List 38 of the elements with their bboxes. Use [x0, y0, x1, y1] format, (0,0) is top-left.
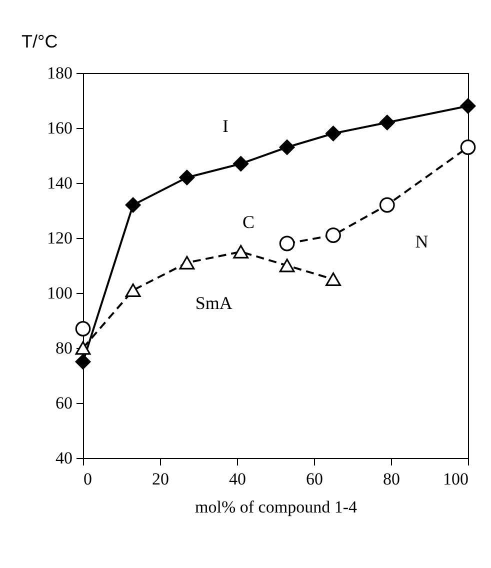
annotation: SmA	[195, 293, 232, 313]
point	[179, 170, 195, 186]
point	[379, 197, 395, 213]
point	[379, 114, 395, 130]
y-tick-label: 140	[47, 174, 72, 192]
point	[179, 256, 195, 270]
x-tick-label: 100	[443, 470, 468, 488]
point	[326, 272, 341, 286]
point	[279, 140, 295, 155]
y-tick-label: 40	[56, 448, 72, 468]
y-tick-label: 120	[47, 228, 72, 248]
x-tick-label: 60	[306, 470, 323, 488]
annotation: C	[242, 212, 255, 232]
point	[125, 283, 141, 298]
point	[279, 258, 295, 272]
x-tick-label: 20	[152, 470, 169, 488]
point	[233, 156, 249, 172]
point	[326, 126, 341, 142]
x-tick-label: 80	[383, 470, 400, 488]
y-tick-label: 160	[47, 118, 72, 138]
y-tick-label: 180	[47, 64, 72, 82]
point	[75, 321, 91, 336]
x-axis-title: mol% of compound 1-4	[195, 498, 358, 516]
y-tick-label: 80	[56, 338, 72, 358]
point	[326, 228, 341, 243]
y-tick-label: 100	[47, 284, 72, 302]
point	[233, 244, 249, 259]
point	[125, 197, 141, 213]
y-tick-label: 60	[56, 394, 72, 412]
point	[75, 354, 91, 370]
x-tick-label: 40	[229, 470, 246, 488]
annotation: I	[222, 116, 228, 136]
x-tick-label: 0	[84, 470, 92, 488]
annotation: N	[415, 231, 428, 252]
point	[460, 98, 476, 114]
point	[460, 140, 476, 155]
point	[279, 236, 295, 252]
y-axis-title: T/°C	[22, 32, 58, 52]
